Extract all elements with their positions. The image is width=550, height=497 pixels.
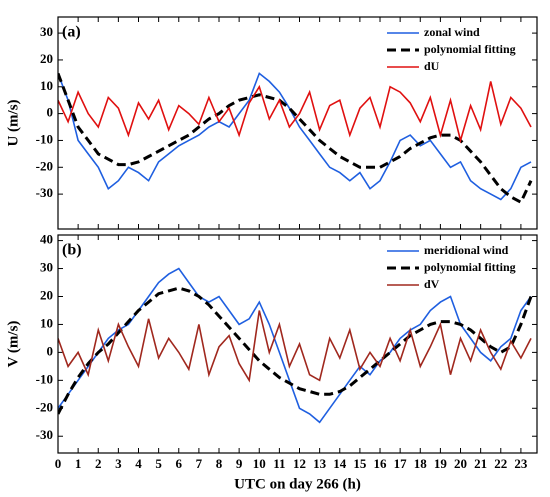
plot-frame: [57, 234, 538, 454]
x-tick-label: 9: [236, 456, 243, 471]
x-tick-label: 21: [474, 456, 487, 471]
x-tick-label: 19: [434, 456, 448, 471]
y-tick-label: 10: [40, 78, 53, 93]
x-tick-label: 22: [494, 456, 507, 471]
x-tick-label: 17: [394, 456, 408, 471]
legend-label: polynomial fitting: [424, 260, 516, 274]
x-tick-label: 18: [414, 456, 428, 471]
y-tick-label: -10: [36, 131, 53, 146]
y-tick-label: -30: [36, 427, 53, 442]
x-tick-label: 6: [176, 456, 183, 471]
series-line: [58, 72, 532, 201]
y-tick-label: 30: [40, 24, 53, 39]
y-tick-label: -30: [36, 185, 53, 200]
y-tick-label: 30: [40, 260, 53, 275]
x-tick-label: 4: [135, 456, 142, 471]
x-tick-label: 10: [253, 456, 266, 471]
x-tick-label: 0: [55, 456, 62, 471]
x-tick-label: 13: [313, 456, 327, 471]
x-tick-label: 14: [333, 456, 347, 471]
x-tick-label: 2: [95, 456, 102, 471]
legend-label: polynomial fitting: [424, 42, 516, 56]
x-tick-label: 3: [115, 456, 122, 471]
x-tick-label: 7: [196, 456, 203, 471]
series-line: [58, 267, 532, 424]
series-line: [58, 81, 532, 144]
panel-label: (a): [62, 24, 81, 41]
y-tick-label: -20: [36, 158, 53, 173]
y-tick-label: -20: [36, 399, 53, 414]
x-tick-label: 23: [514, 456, 528, 471]
x-tick-label: 16: [374, 456, 388, 471]
y-tick-label: 10: [40, 315, 53, 330]
legend-label: dV: [424, 277, 440, 291]
x-tick-label: 1: [75, 456, 82, 471]
x-tick-label: 12: [293, 456, 306, 471]
y-tick-label: 40: [40, 232, 53, 247]
x-tick-label: 11: [273, 456, 285, 471]
panel-label: (b): [62, 242, 82, 259]
x-tick-label: 15: [353, 456, 367, 471]
series-line: [58, 72, 533, 205]
y-tick-label: 20: [40, 51, 53, 66]
series-line: [58, 286, 533, 415]
y-tick-label: -10: [36, 371, 53, 386]
x-tick-label: 20: [454, 456, 467, 471]
x-tick-label: 8: [216, 456, 223, 471]
legend-label: zonal wind: [424, 25, 480, 39]
y-tick-label: 0: [47, 343, 54, 358]
plot-frame: [57, 16, 538, 230]
legend-label: dU: [424, 59, 440, 73]
x-tick-label: 5: [155, 456, 162, 471]
series-line: [58, 310, 532, 383]
y-tick-label: 0: [47, 105, 54, 120]
y-tick-label: 20: [40, 287, 53, 302]
x-axis-label: UTC on day 266 (h): [234, 476, 361, 492]
legend-label: meridional wind: [424, 243, 509, 257]
y-axis-label: V (m/s): [5, 321, 21, 368]
y-axis-label: U (m/s): [5, 99, 21, 146]
